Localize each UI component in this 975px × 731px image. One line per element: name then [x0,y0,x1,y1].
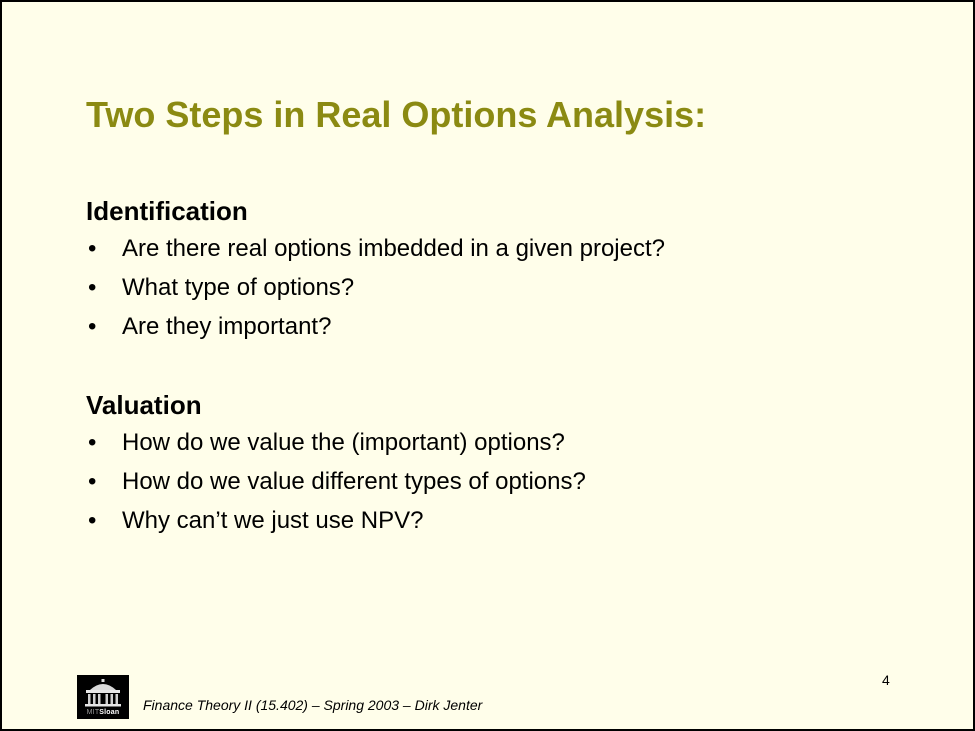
page-number: 4 [882,672,890,688]
bullet-icon: • [88,429,97,456]
bullet-item: • How do we value the (important) option… [86,423,886,462]
mit-dome-icon [85,679,121,707]
footer-text: Finance Theory II (15.402) – Spring 2003… [143,697,483,713]
logo-text: MITSloan [77,709,129,717]
bullet-icon: • [88,468,97,495]
section-heading: Valuation [86,390,202,420]
bullet-list: • Are there real options imbedded in a g… [86,229,886,346]
bullet-item: • What type of options? [86,268,886,307]
bullet-item: • Are there real options imbedded in a g… [86,229,886,268]
bullet-icon: • [88,507,97,534]
bullet-item: • Are they important? [86,307,886,346]
logo-text-mit: MIT [86,709,100,716]
bullet-text: Are there real options imbedded in a giv… [122,235,665,262]
section-valuation: Valuation • How do we value the (importa… [86,387,886,540]
bullet-item: • How do we value different types of opt… [86,462,886,501]
bullet-icon: • [88,235,97,262]
bullet-text: Why can’t we just use NPV? [122,507,424,534]
mit-sloan-logo: MITSloan [77,675,129,719]
section-heading: Identification [86,196,248,226]
bullet-text: How do we value the (important) options? [122,429,565,456]
slide-title: Two Steps in Real Options Analysis: [86,94,707,135]
bullet-icon: • [88,313,97,340]
bullet-text: Are they important? [122,313,332,340]
logo-text-sloan: Sloan [99,709,120,716]
bullet-icon: • [88,274,97,301]
bullet-text: What type of options? [122,274,355,301]
bullet-list: • How do we value the (important) option… [86,423,886,540]
bullet-item: • Why can’t we just use NPV? [86,501,886,540]
bullet-text: How do we value different types of optio… [122,468,586,495]
section-identification: Identification • Are there real options … [86,193,886,346]
